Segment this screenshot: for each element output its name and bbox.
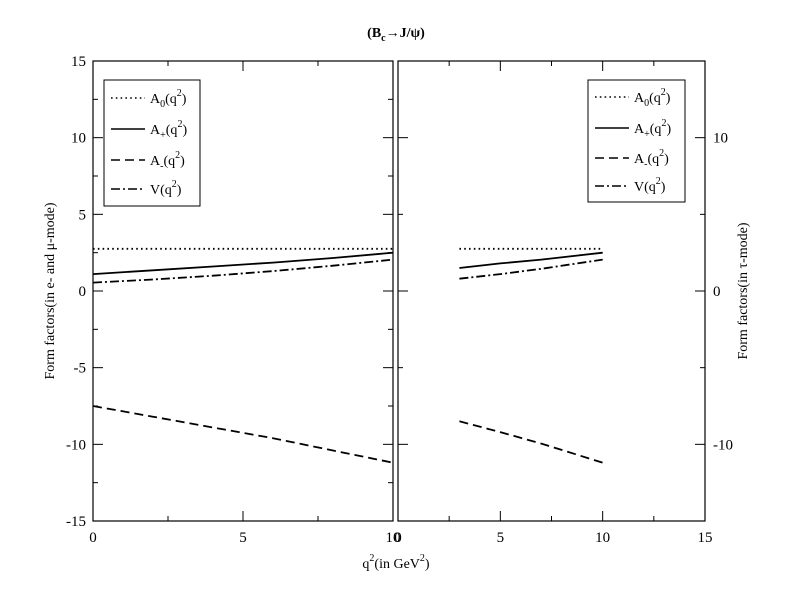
legend-label-a0-right: A0(q2) — [634, 87, 671, 109]
legend-label-aplus: A+(q2) — [150, 119, 187, 141]
x-tick-label: 0 — [394, 530, 402, 546]
series-line-dashed — [459, 420, 603, 464]
x-tick-label: 5 — [497, 530, 505, 546]
x-tick-label: 0 — [89, 530, 97, 546]
right-legend: A0(q2) A+(q2) A-(q2) V(q2) — [587, 79, 686, 203]
legend-label-aminus-right: A-(q2) — [634, 148, 669, 170]
y-tick-label: -10 — [66, 437, 86, 453]
y-tick-label-right: 10 — [713, 131, 728, 147]
x-tick-label: 5 — [239, 530, 247, 546]
legend-label-aminus: A-(q2) — [150, 150, 185, 172]
y-tick-label: 10 — [71, 131, 86, 147]
chart-title: (Bc→J/ψ) — [367, 26, 425, 44]
series-line-solid — [92, 251, 394, 275]
left-legend: A0(q2) A+(q2) A-(q2) V(q2) — [103, 79, 201, 207]
y-axis-label-right: Form factors(in τ-mode) — [736, 222, 751, 359]
y-tick-label: -5 — [74, 361, 87, 377]
series-line-dashed — [92, 405, 394, 464]
x-tick-label: 15 — [698, 530, 713, 546]
left-panel-ticks: 0 5 10 -15 -10 -5 0 5 10 15 — [66, 54, 401, 546]
series-line-dashdot — [459, 258, 603, 280]
y-tick-label-right: 0 — [713, 284, 721, 300]
y-tick-label: 15 — [71, 54, 86, 70]
left-panel-series — [92, 247, 394, 464]
series-line-dashdot — [92, 258, 394, 284]
y-tick-label-right: -10 — [713, 437, 733, 453]
x-tick-label: 10 — [595, 530, 610, 546]
series-line-solid — [459, 251, 603, 269]
y-tick-label: 5 — [79, 207, 87, 223]
legend-label-a0: A0(q2) — [150, 88, 187, 110]
legend-label-aplus-right: A+(q2) — [634, 118, 671, 140]
y-axis-label-left: Form factors(in e- and μ-mode) — [43, 202, 58, 379]
y-tick-label: 0 — [79, 284, 87, 300]
right-panel-series — [459, 247, 603, 464]
x-tick-label: 10 — [386, 530, 401, 546]
right-panel-ticks: 0 5 10 15 -10 0 10 — [394, 60, 733, 546]
y-tick-label: -15 — [66, 514, 86, 530]
x-axis-label: q2(in GeV2) — [362, 553, 430, 572]
